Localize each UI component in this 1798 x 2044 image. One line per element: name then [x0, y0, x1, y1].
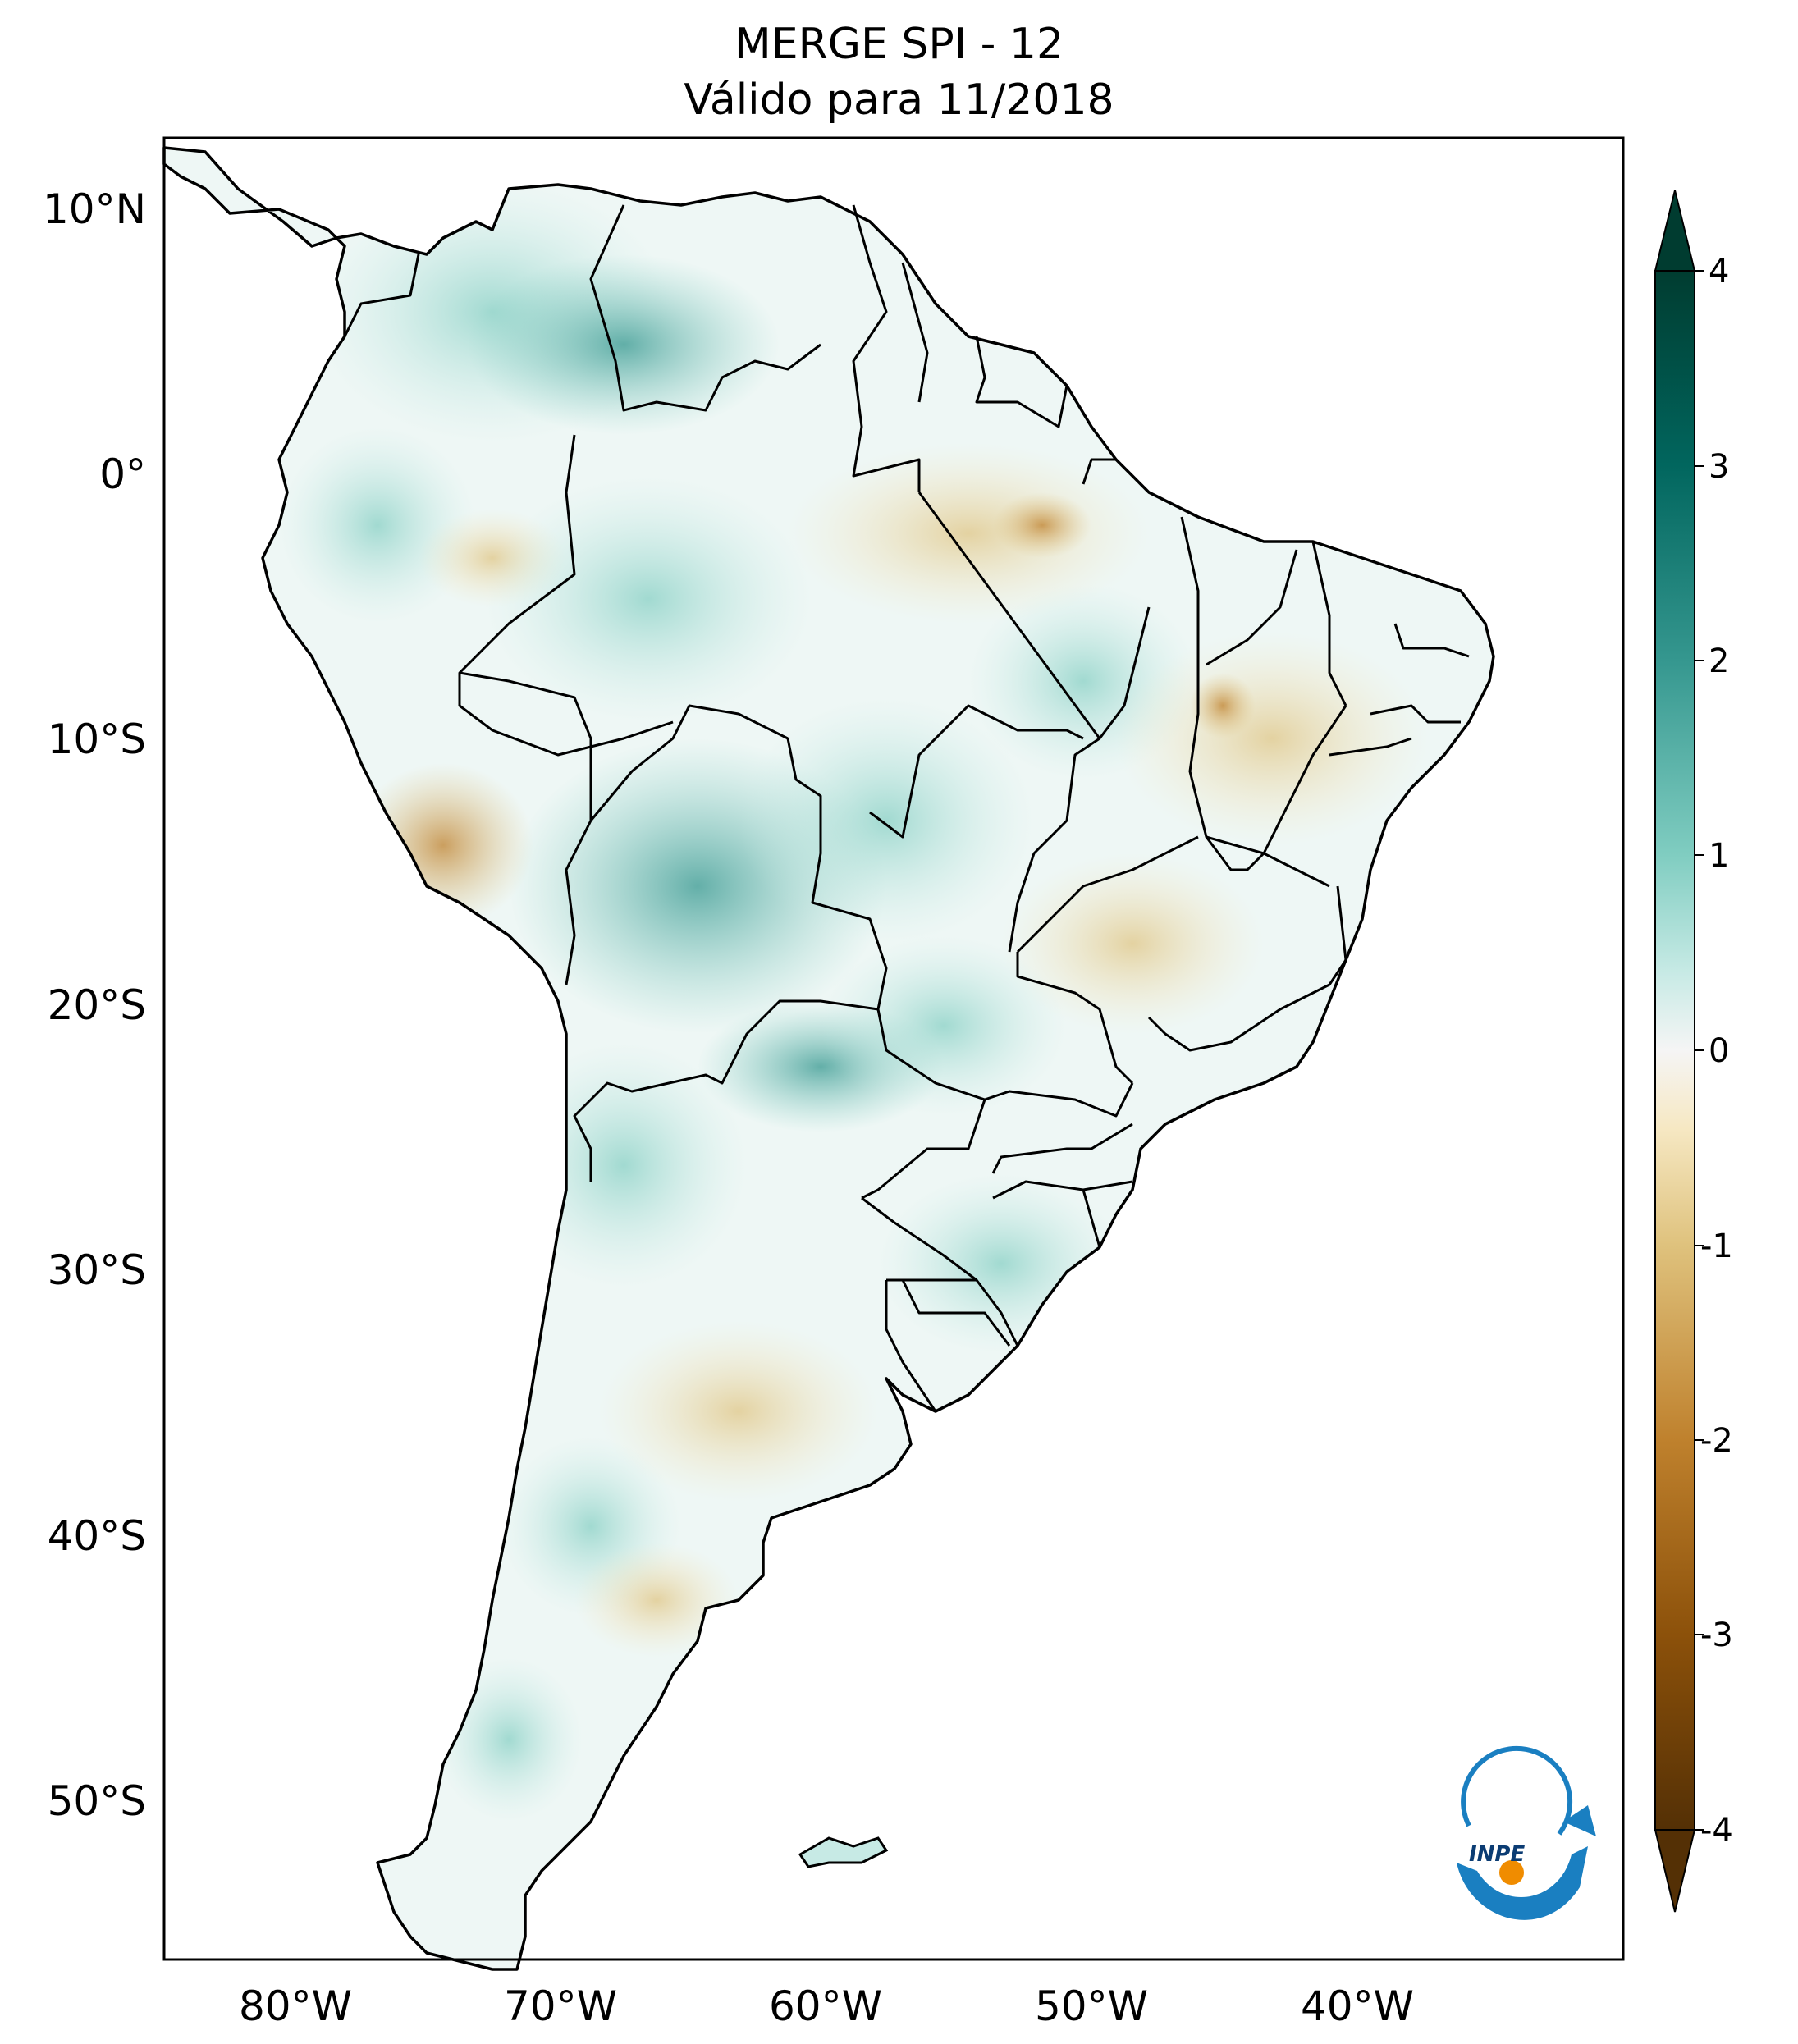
spi-anomaly-field [279, 181, 1428, 1822]
continent-outline [162, 146, 1495, 1971]
chart-title: MERGE SPI - 12 [734, 20, 1064, 69]
lat-tick-label: 40°S [48, 1512, 146, 1560]
colorbar: 4 3 2 1 0 -1 -2 -3 -4 [1654, 190, 1733, 1913]
chart-subtitle: Válido para 11/2018 [684, 75, 1114, 125]
map-frame-border [162, 136, 1625, 1961]
colorbar-extend-max [1654, 190, 1696, 272]
lon-tick-label: 80°W [239, 1982, 352, 2030]
lat-tick-label: 0° [99, 450, 146, 498]
lon-tick-label: 40°W [1301, 1982, 1414, 2030]
colorbar-tick-label: 4 [1709, 253, 1729, 290]
colorbar-tick-label: -4 [1700, 1812, 1733, 1850]
colorbar-tick-label: 3 [1709, 448, 1729, 486]
lon-tick-label: 50°W [1035, 1982, 1148, 2030]
lat-tick-label: 10°N [43, 185, 146, 233]
lat-tick-label: 30°S [48, 1246, 146, 1294]
lon-tick-label: 60°W [769, 1982, 882, 2030]
latitude-axis: 10°N 0° 10°S 20°S 30°S 40°S 50°S [43, 185, 146, 1825]
logo-sun-icon [1499, 1860, 1524, 1885]
lat-tick-label: 10°S [48, 716, 146, 763]
colorbar-tick-label: -1 [1700, 1228, 1733, 1265]
country-borders [343, 204, 1470, 1412]
falkland-islands [798, 1836, 889, 1868]
lat-tick-label: 20°S [48, 981, 146, 1029]
colorbar-tick-label: -3 [1700, 1616, 1733, 1654]
lon-tick-label: 70°W [504, 1982, 617, 2030]
colorbar-tick-label: -2 [1700, 1422, 1733, 1460]
colorbar-extend-min [1654, 1829, 1696, 1913]
colorbar-tick-label: 2 [1709, 642, 1729, 680]
logo-text: INPE [1469, 1842, 1525, 1867]
longitude-axis: 80°W 70°W 60°W 50°W 40°W [239, 1982, 1414, 2030]
colorbar-gradient [1654, 270, 1695, 1831]
lat-tick-label: 50°S [48, 1777, 146, 1825]
inpe-logo: INPE [1457, 1745, 1596, 1920]
colorbar-tick-label: 1 [1709, 837, 1729, 875]
colorbar-tick-label: 0 [1709, 1032, 1729, 1070]
